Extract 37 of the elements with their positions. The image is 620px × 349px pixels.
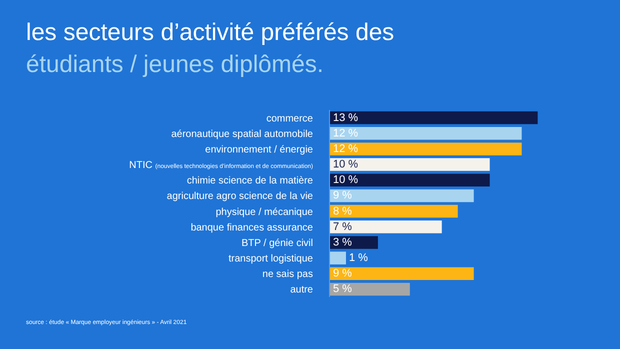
y-tick-label: environnement / énergie <box>205 144 314 156</box>
bar <box>330 189 474 202</box>
data-label: 9 % <box>333 190 352 202</box>
bar <box>330 252 346 264</box>
data-label: 12 % <box>333 142 358 155</box>
data-label: 9 % <box>333 268 352 280</box>
bar <box>330 111 538 124</box>
y-tick-label: physique / mécanique <box>216 206 314 218</box>
chart-title: les secteurs d’activité préférés des <box>26 19 394 46</box>
y-tick-label: aéronautique spatial automobile <box>171 128 314 140</box>
bar <box>330 282 410 296</box>
data-label: 5 % <box>333 283 352 296</box>
chart-subtitle: étudiants / jeunes diplômés. <box>26 51 324 78</box>
y-tick-label: banque finances assurance <box>190 222 314 234</box>
data-label: 3 % <box>333 236 352 248</box>
data-label: 1 % <box>348 252 368 264</box>
bar <box>330 158 490 171</box>
y-tick-label: transport logistique <box>228 254 314 265</box>
bar <box>330 174 490 187</box>
y-tick-label: BTP / génie civil <box>241 238 313 249</box>
y-tick-label: commerce <box>266 113 314 124</box>
bar <box>330 142 522 156</box>
bar <box>330 236 378 249</box>
data-label: 10 % <box>333 174 358 186</box>
y-tick-label: ne sais pas <box>262 269 313 280</box>
data-label: 13 % <box>333 112 358 124</box>
data-label: 8 % <box>333 205 352 218</box>
data-label: 7 % <box>333 220 352 233</box>
y-tick-label: agriculture agro science de la vie <box>166 191 314 202</box>
bar <box>330 220 442 234</box>
data-label: 12 % <box>333 127 358 140</box>
y-tick-label: autre <box>290 284 314 296</box>
data-label: 10 % <box>333 158 358 171</box>
y-tick-label: chimie science de la matière <box>186 176 314 187</box>
bar <box>330 267 474 280</box>
bar <box>330 126 522 140</box>
bar <box>330 204 458 218</box>
